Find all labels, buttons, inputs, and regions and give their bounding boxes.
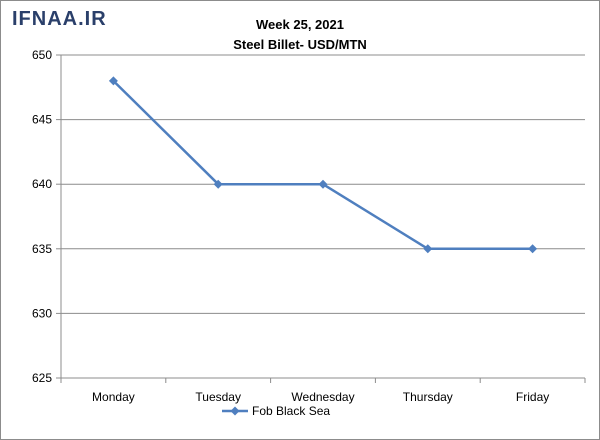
chart-title: Week 25, 2021	[256, 17, 344, 32]
y-tick-label: 645	[32, 113, 52, 127]
x-tick-label: Monday	[92, 390, 135, 404]
y-tick-labels: 625 630 635 640 645 650	[32, 48, 52, 385]
legend-label: Fob Black Sea	[252, 404, 330, 418]
y-tick-label: 640	[32, 177, 52, 191]
data-point-marker	[423, 244, 433, 254]
y-tick-label: 630	[32, 306, 52, 320]
legend-marker	[230, 406, 240, 416]
legend: Fob Black Sea	[222, 404, 330, 418]
x-tick-label: Friday	[516, 390, 549, 404]
x-tick-labels: Monday Tuesday Wednesday Thursday Friday	[92, 390, 549, 404]
series-group	[108, 76, 538, 254]
x-tick-label: Tuesday	[195, 390, 241, 404]
data-point-marker	[213, 179, 223, 189]
data-point-marker	[108, 76, 118, 86]
series-line	[112, 79, 533, 251]
x-tick-label: Thursday	[403, 390, 453, 404]
watermark-logo: IFNAA.IR	[12, 8, 107, 30]
x-tick-label: Wednesday	[291, 390, 354, 404]
chart-subtitle: Steel Billet- USD/MTN	[233, 37, 367, 52]
data-point-marker	[318, 179, 328, 189]
axes	[56, 54, 586, 383]
y-tick-label: 635	[32, 242, 52, 256]
data-point-marker	[528, 244, 538, 254]
y-tick-label: 650	[32, 48, 52, 62]
y-tick-label: 625	[32, 371, 52, 385]
